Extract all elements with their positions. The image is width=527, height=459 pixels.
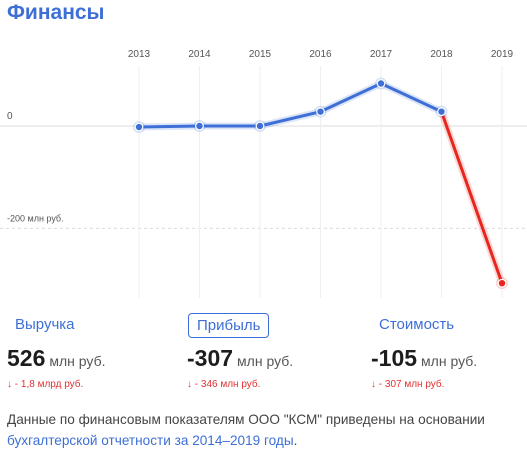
x-tick-label: 2016 [309, 49, 332, 60]
series-drop-line [440, 111, 504, 284]
data-point [195, 121, 204, 131]
x-tick-label: 2019 [491, 49, 514, 60]
metric-value-label[interactable]: Стоимость [379, 316, 455, 333]
data-point [134, 122, 144, 132]
x-tick-label: 2017 [370, 49, 393, 60]
y-tick-label: -200 млн руб. [7, 213, 64, 223]
footnote-link[interactable]: бухгалтерской отчетности за 2014–2019 го… [7, 433, 294, 448]
metric-revenue-delta: ↓ - 1,8 млрд руб. [7, 379, 84, 390]
metric-revenue-label[interactable]: Выручка [15, 316, 75, 333]
metric-profit-value: -307 млн руб. [187, 345, 293, 372]
x-tick-label: 2014 [188, 49, 211, 60]
metric-profit-delta: ↓ - 346 млн руб. [187, 379, 261, 390]
data-point [376, 79, 386, 88]
metric-value-value: -105 млн руб. [371, 345, 477, 372]
metric-profit-number: -307 [187, 345, 234, 371]
section-title: Финансы [7, 1, 105, 24]
series-line [138, 82, 443, 129]
footnote: Данные по финансовым показателям ООО "КС… [7, 409, 522, 451]
metric-value-unit: млн руб. [421, 353, 478, 369]
metric-profit-label[interactable]: Прибыль [188, 313, 270, 338]
metric-revenue-number: 526 [7, 345, 46, 371]
data-point [437, 107, 446, 117]
footnote-end: . [293, 433, 298, 448]
x-tick-label: 2015 [249, 49, 272, 60]
metric-revenue-value: 526 млн руб. [7, 345, 105, 372]
y-tick-label: 0 [7, 111, 13, 122]
data-point [255, 121, 265, 131]
data-point [497, 278, 507, 288]
x-tick-label: 2018 [430, 49, 453, 60]
footnote-text: Данные по финансовым показателям ООО "КС… [7, 412, 485, 427]
metric-profit-unit: млн руб. [237, 353, 294, 369]
metric-value-number: -105 [371, 345, 418, 371]
data-point [316, 107, 325, 117]
metric-value-delta: ↓ - 307 млн руб. [371, 379, 445, 390]
finance-line-chart: 0 -200 млн руб. 2013 2014 2015 2016 2017 2018 20… [0, 49, 527, 298]
metric-revenue-unit: млн руб. [49, 353, 106, 369]
x-tick-label: 2013 [128, 49, 151, 60]
